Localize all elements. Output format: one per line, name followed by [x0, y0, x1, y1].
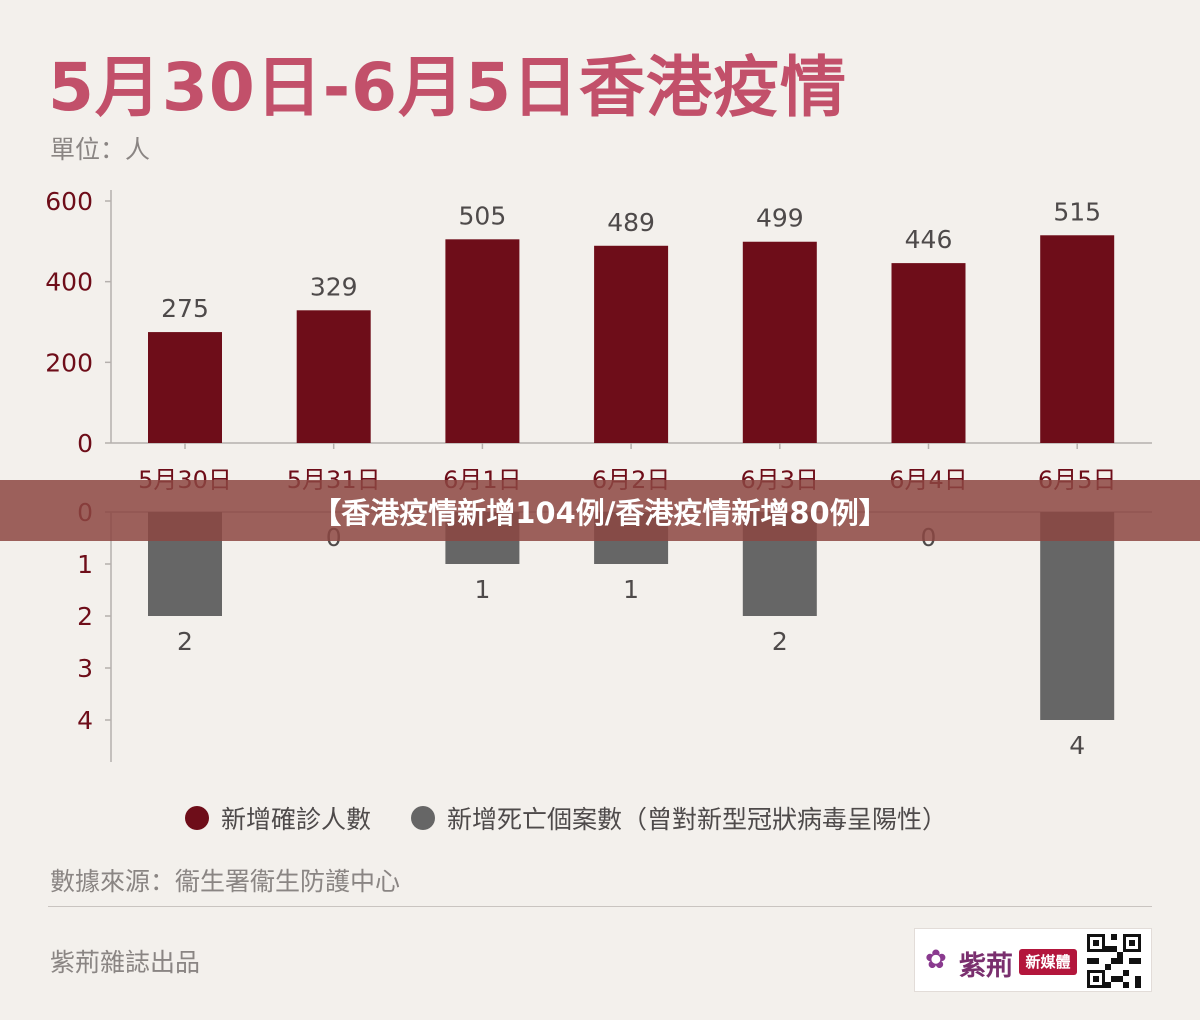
data-label-confirmed: 275: [161, 294, 209, 323]
y-tick-label: 3: [77, 654, 93, 683]
qr-code-icon: [1087, 934, 1141, 988]
bar-confirmed: [296, 310, 371, 443]
data-label-deaths: 2: [772, 627, 788, 656]
y-tick-label: 200: [45, 348, 93, 377]
bar-chart: 0200400600012342753295054894994465155月30…: [45, 187, 1152, 762]
legend: 新增確診人數 新增死亡個案數（曾對新型冠狀病毒呈陽性）: [185, 800, 987, 836]
headline-text: 【香港疫情新增104例/香港疫情新增80例】: [312, 495, 888, 530]
bar-confirmed: [891, 263, 966, 443]
legend-confirmed-swatch: [185, 806, 209, 830]
bar-confirmed: [594, 245, 669, 443]
bar-confirmed: [1040, 235, 1115, 443]
data-label-confirmed: 446: [905, 225, 953, 254]
y-tick-label: 400: [45, 268, 93, 297]
divider: [48, 906, 1152, 907]
bar-confirmed: [445, 239, 520, 443]
y-tick-label: 4: [77, 706, 93, 735]
publisher-credit: 紫荊雜誌出品: [50, 948, 201, 977]
data-label-confirmed: 505: [459, 201, 507, 230]
data-label-confirmed: 489: [607, 208, 655, 237]
data-label-deaths: 1: [474, 575, 490, 604]
y-tick-label: 2: [77, 602, 93, 631]
data-label-confirmed: 515: [1053, 197, 1101, 226]
legend-confirmed-label: 新增確診人數: [221, 805, 372, 834]
unit-label: 單位：人: [50, 135, 151, 164]
logo-badge: 新媒體: [1019, 949, 1077, 975]
headline-banner: 【香港疫情新增104例/香港疫情新增80例】: [0, 480, 1200, 541]
legend-deaths-label: 新增死亡個案數（曾對新型冠狀病毒呈陽性）: [447, 805, 948, 834]
data-label-confirmed: 329: [310, 272, 358, 301]
bar-deaths: [1040, 512, 1115, 720]
legend-deaths-swatch: [411, 806, 436, 830]
y-tick-label: 1: [77, 550, 93, 579]
data-label-deaths: 1: [623, 575, 639, 604]
bar-confirmed: [742, 241, 817, 443]
data-source: 數據來源：衞生署衞生防護中心: [50, 867, 401, 896]
data-label-deaths: 2: [177, 627, 193, 656]
data-label-confirmed: 499: [756, 204, 804, 233]
publisher-logo: ✿ 紫荊 新媒體: [914, 928, 1152, 992]
logo-name: 紫荊: [959, 951, 1013, 982]
data-label-deaths: 4: [1069, 731, 1085, 760]
bar-confirmed: [148, 332, 222, 443]
y-tick-label: 0: [77, 429, 93, 458]
y-tick-label: 600: [45, 187, 93, 216]
chart-title: 5月30日-6月5日香港疫情: [48, 49, 848, 126]
orchid-icon: ✿: [925, 945, 947, 975]
